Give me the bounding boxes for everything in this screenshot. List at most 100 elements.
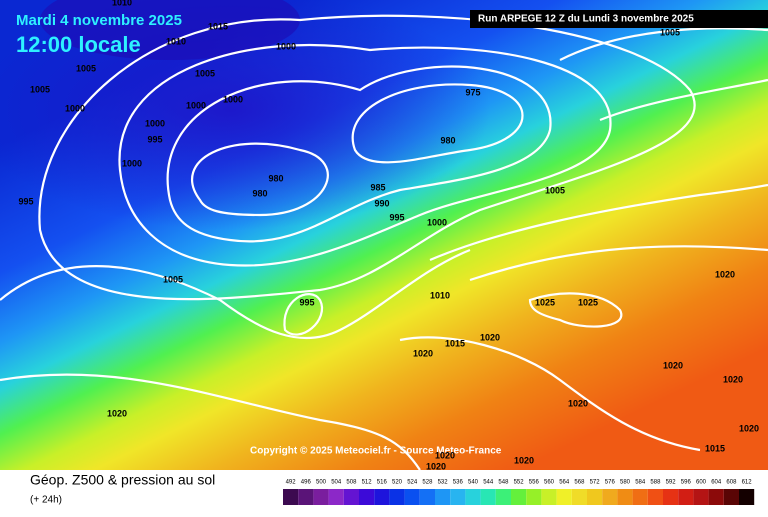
scale-swatch	[328, 489, 344, 505]
isobar-label: 1015	[208, 21, 228, 31]
scale-swatch	[313, 489, 329, 505]
scale-label: 608	[726, 480, 737, 486]
isobar-label: 995	[389, 212, 404, 222]
trough	[40, 0, 300, 60]
scale-label: 524	[407, 480, 418, 486]
scale-swatch	[419, 489, 435, 505]
isobar-label: 1000	[65, 103, 85, 113]
time: 12:00 locale	[16, 32, 141, 57]
isobar-label: 975	[465, 87, 480, 97]
isobar-label: 1005	[195, 68, 215, 78]
isobar-label: 1015	[705, 443, 725, 453]
scale-label: 532	[438, 480, 449, 486]
scale-swatch	[602, 489, 618, 505]
footer-subtitle: (+ 24h)	[30, 495, 62, 506]
isobar-label: 1020	[435, 450, 455, 460]
scale-swatch	[541, 489, 557, 505]
isobar-label: 995	[299, 297, 314, 307]
isobar-label: 1025	[535, 297, 555, 307]
isobar-label: 1000	[223, 94, 243, 104]
run-box	[470, 10, 768, 28]
scale-label: 588	[650, 480, 661, 486]
scale-label: 548	[498, 480, 509, 486]
scale-label: 572	[590, 480, 601, 486]
scale-swatch	[298, 489, 314, 505]
scale-swatch	[359, 489, 375, 505]
scale-swatch	[556, 489, 572, 505]
scale-label: 604	[711, 480, 722, 486]
isobar-label: 1020	[568, 398, 588, 408]
isobar-label: 1020	[723, 374, 743, 384]
scale-label: 540	[468, 480, 479, 486]
scale-label: 596	[681, 480, 692, 486]
isobar-label: 1020	[663, 360, 683, 370]
isobar-label: 1020	[426, 461, 446, 471]
isobar-label: 990	[374, 198, 389, 208]
isobar-label: 1015	[445, 338, 465, 348]
scale-label: 576	[605, 480, 616, 486]
scale-label: 520	[392, 480, 403, 486]
scale-swatch	[374, 489, 390, 505]
scale-label: 544	[483, 480, 494, 486]
date: Mardi 4 novembre 2025	[16, 12, 182, 29]
scale-swatch	[526, 489, 542, 505]
scale-label: 492	[286, 480, 297, 486]
scale-swatch	[663, 489, 679, 505]
isobar-label: 1005	[76, 63, 96, 73]
scale-label: 528	[422, 480, 433, 486]
isobar-label: 1020	[413, 348, 433, 358]
footer-title: Géop. Z500 & pression au sol	[30, 472, 215, 488]
scale-swatch	[450, 489, 466, 505]
isobar-label: 1020	[107, 408, 127, 418]
scale-swatch	[511, 489, 527, 505]
scale-label: 568	[574, 480, 585, 486]
isobar-label: 1025	[578, 297, 598, 307]
scale-swatch	[647, 489, 663, 505]
scale-label: 560	[544, 480, 555, 486]
scale-swatch	[435, 489, 451, 505]
isobars	[0, 14, 768, 471]
low-core	[0, 0, 490, 230]
isobar-label: 1020	[480, 332, 500, 342]
scale-swatch	[283, 489, 299, 505]
scale-swatch	[571, 489, 587, 505]
scale-label: 592	[666, 480, 677, 486]
isobar-label: 1020	[514, 455, 534, 465]
isobar-label: 1005	[660, 27, 680, 37]
isobar-label: 980	[252, 188, 267, 198]
isobar-label: 1020	[715, 269, 735, 279]
isobar-label: 1010	[166, 36, 186, 46]
isobar-label: 1000	[122, 158, 142, 168]
isobar-label: 985	[370, 182, 385, 192]
isobar-label: 1010	[112, 0, 132, 7]
scale-label: 556	[529, 480, 540, 486]
isobar-label: 980	[268, 173, 283, 183]
scale-swatch	[723, 489, 739, 505]
scale-swatch	[495, 489, 511, 505]
scale-label: 584	[635, 480, 646, 486]
isobar-label: 995	[147, 134, 162, 144]
isobar-label: 1000	[276, 41, 296, 51]
isobar-label: 1005	[545, 185, 565, 195]
scale-label: 508	[346, 480, 357, 486]
isobar-label: 995	[18, 196, 33, 206]
scale-label: 580	[620, 480, 631, 486]
scale-label: 600	[696, 480, 707, 486]
copyright: Copyright © 2025 Meteociel.fr - Source M…	[250, 446, 502, 457]
scale-swatch	[739, 489, 755, 505]
run-info: Run ARPEGE 12 Z du Lundi 3 novembre 2025	[478, 14, 694, 25]
scale-swatch	[693, 489, 709, 505]
scale-swatch	[617, 489, 633, 505]
isobar-label: 1000	[145, 118, 165, 128]
scale-swatch	[587, 489, 603, 505]
scale-swatch	[404, 489, 420, 505]
isobar-label: 980	[440, 135, 455, 145]
scale-label: 504	[331, 480, 342, 486]
scale-swatch	[343, 489, 359, 505]
scale-label: 496	[301, 480, 312, 486]
scale-swatch	[389, 489, 405, 505]
scale-label: 516	[377, 480, 388, 486]
scale-swatch	[632, 489, 648, 505]
scale-swatch	[678, 489, 694, 505]
